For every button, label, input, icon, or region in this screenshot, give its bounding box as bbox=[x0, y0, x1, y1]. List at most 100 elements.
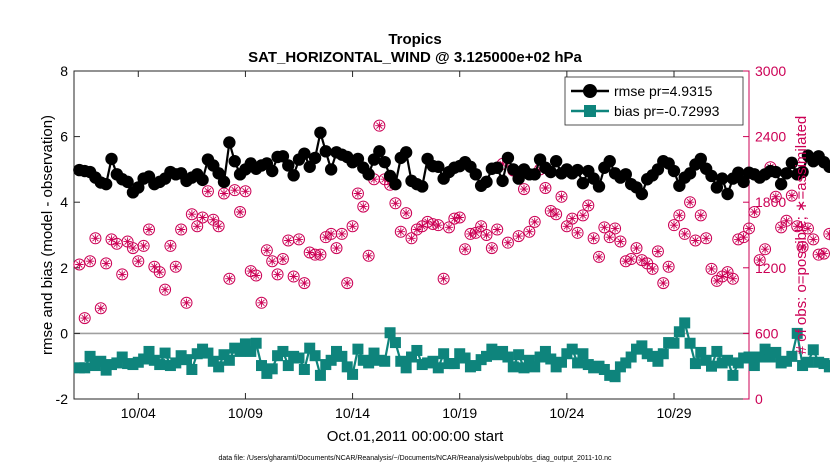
obs-possible-marker bbox=[807, 233, 820, 246]
bias-point bbox=[84, 350, 96, 362]
obs-assimilated-marker bbox=[626, 254, 636, 264]
obs-point bbox=[528, 215, 541, 228]
obs-point bbox=[453, 211, 466, 224]
obs-possible-marker bbox=[523, 225, 536, 238]
bias-point bbox=[181, 354, 192, 366]
obs-possible-marker bbox=[212, 220, 225, 233]
bias-point bbox=[802, 356, 814, 368]
bias-series bbox=[73, 317, 830, 383]
obs-assimilated-marker bbox=[289, 272, 298, 281]
bias-point bbox=[170, 357, 182, 369]
bias-point bbox=[325, 354, 337, 366]
obs-point bbox=[405, 232, 418, 245]
obs-point bbox=[491, 223, 504, 236]
obs-assimilated-marker bbox=[359, 202, 368, 211]
obs-assimilated-marker bbox=[96, 304, 105, 313]
obs-assimilated-marker bbox=[139, 241, 148, 251]
obs-point bbox=[801, 222, 814, 235]
y-right-tick-label: 600 bbox=[755, 325, 779, 341]
obs-possible-marker bbox=[185, 208, 198, 221]
obs-point bbox=[180, 296, 193, 309]
obs-point bbox=[89, 232, 102, 245]
obs-assimilated-marker bbox=[353, 189, 363, 198]
obs-possible-marker bbox=[555, 190, 568, 203]
obs-possible-marker bbox=[250, 269, 263, 282]
bias-point bbox=[673, 326, 685, 338]
obs-possible-marker bbox=[293, 233, 305, 246]
x-tick-label: 10/19 bbox=[442, 405, 477, 421]
obs-assimilated-marker bbox=[112, 239, 122, 248]
obs-assimilated-marker bbox=[326, 229, 336, 239]
obs-point bbox=[73, 258, 86, 271]
bias-point bbox=[304, 342, 316, 354]
x-axis-label: Oct.01,2011 00:00:00 start bbox=[327, 428, 504, 445]
obs-possible-marker bbox=[201, 185, 214, 198]
bias-point bbox=[234, 345, 246, 357]
bias-point bbox=[791, 327, 803, 339]
bias-point bbox=[389, 337, 401, 349]
obs-point bbox=[212, 220, 225, 233]
obs-point bbox=[705, 262, 718, 275]
obs-point bbox=[276, 253, 289, 266]
obs-assimilated-marker bbox=[637, 255, 647, 265]
obs-assimilated-marker bbox=[803, 224, 813, 233]
obs-assimilated-marker bbox=[176, 225, 186, 234]
rmse-point bbox=[416, 180, 429, 193]
rmse-point bbox=[432, 160, 445, 173]
bias-point bbox=[700, 354, 712, 366]
obs-point bbox=[651, 245, 664, 258]
bias-point bbox=[111, 357, 123, 369]
obs-possible-marker bbox=[501, 236, 514, 249]
rmse-point bbox=[667, 164, 681, 178]
obs-possible-marker bbox=[593, 250, 605, 263]
obs-point bbox=[110, 237, 123, 250]
obs-assimilated-marker bbox=[257, 298, 266, 307]
obs-possible-marker bbox=[234, 206, 247, 219]
bias-point bbox=[770, 346, 782, 358]
obs-possible-marker bbox=[743, 222, 755, 235]
obs-assimilated-marker bbox=[562, 222, 572, 231]
bias-point bbox=[507, 361, 519, 373]
obs-assimilated-marker bbox=[707, 264, 716, 274]
bias-point bbox=[722, 354, 734, 366]
bias-point bbox=[143, 345, 155, 357]
obs-point bbox=[571, 226, 584, 239]
obs-point bbox=[769, 190, 782, 203]
obs-possible-marker bbox=[89, 232, 102, 245]
obs-assimilated-marker bbox=[718, 272, 727, 281]
obs-point bbox=[775, 221, 788, 234]
bias-point bbox=[684, 337, 696, 349]
obs-point bbox=[469, 226, 482, 239]
bias-point bbox=[379, 355, 391, 367]
obs-assimilated-marker bbox=[546, 206, 555, 216]
obs-point bbox=[485, 242, 498, 255]
obs-assimilated-marker bbox=[493, 225, 502, 234]
obs-possible-marker bbox=[539, 181, 552, 194]
obs-assimilated-marker bbox=[503, 238, 513, 247]
obs-possible-marker bbox=[191, 220, 204, 233]
bias-point bbox=[545, 353, 557, 365]
obs-possible-marker bbox=[335, 227, 348, 240]
obs-assimilated-marker bbox=[482, 230, 491, 240]
obs-assimilated-marker bbox=[407, 234, 416, 243]
obs-assimilated-marker bbox=[182, 298, 191, 307]
obs-point bbox=[432, 219, 445, 232]
obs-assimilated-marker bbox=[653, 247, 663, 256]
obs-assimilated-marker bbox=[375, 121, 384, 130]
obs-assimilated-marker bbox=[680, 229, 689, 239]
bias-point bbox=[223, 354, 235, 366]
obs-assimilated-marker bbox=[134, 257, 143, 266]
bias-point bbox=[711, 345, 723, 357]
obs-possible-marker bbox=[351, 187, 364, 200]
obs-point bbox=[373, 119, 386, 132]
bias-point bbox=[459, 352, 471, 364]
obs-point bbox=[357, 200, 370, 213]
obs-possible-marker bbox=[673, 209, 686, 222]
bias-point bbox=[695, 346, 707, 358]
obs-point bbox=[694, 209, 707, 222]
obs-point bbox=[223, 272, 236, 285]
obs-assimilated-marker bbox=[294, 235, 304, 244]
obs-assimilated-marker bbox=[348, 222, 357, 231]
obs-assimilated-marker bbox=[193, 222, 202, 231]
obs-assimilated-marker bbox=[316, 250, 325, 259]
